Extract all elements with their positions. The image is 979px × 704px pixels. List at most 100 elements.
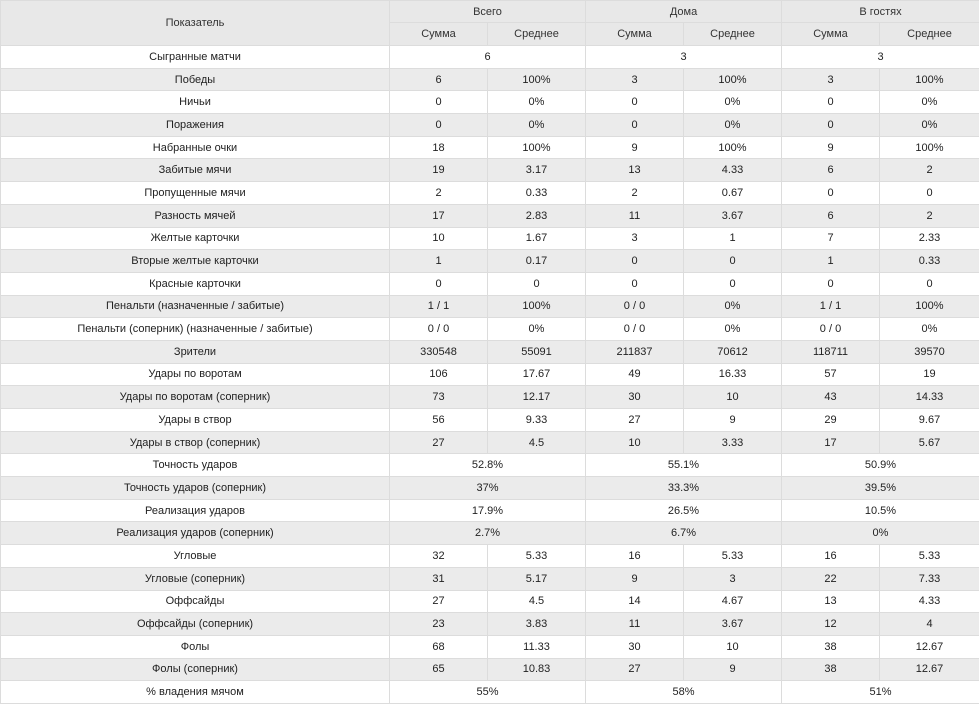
table-cell: 19 <box>389 158 488 183</box>
table-cell: 6 <box>389 45 586 69</box>
table-cell: 33.3% <box>585 476 782 500</box>
table-cell: 0 <box>781 90 880 115</box>
indicator-header: Показатель <box>0 0 390 46</box>
table-row: Забитые мячи 19 3.17 13 4.33 6 2 <box>0 158 979 183</box>
row-label: Забитые мячи <box>0 158 390 183</box>
row-label: Пенальти (назначенные / забитые) <box>0 294 390 319</box>
table-cell: 0 <box>781 181 880 205</box>
table-cell: 9.67 <box>879 408 979 432</box>
row-label: Пропущенные мячи <box>0 181 390 205</box>
table-cell: 0 <box>683 271 782 296</box>
table-cell: 9 <box>585 566 684 591</box>
table-row: Удары в створ 56 9.33 27 9 29 9.67 <box>0 408 979 432</box>
table-cell: 16 <box>585 544 684 568</box>
table-cell: 211837 <box>585 339 684 364</box>
table-cell: 2 <box>389 181 488 205</box>
sub-header-sum: Сумма <box>781 22 880 46</box>
table-cell: 2 <box>585 181 684 205</box>
table-cell: 65 <box>389 657 488 682</box>
table-cell: 37% <box>389 476 586 500</box>
table-cell: 0 <box>781 271 880 296</box>
table-cell: 55.1% <box>585 453 782 478</box>
table-cell: 56 <box>389 408 488 432</box>
table-cell: 100% <box>879 294 979 319</box>
table-row: Набранные очки 18 100% 9 100% 9 100% <box>0 135 979 160</box>
table-cell: 0 <box>585 271 684 296</box>
table-cell: 0 <box>585 113 684 137</box>
table-cell: 29 <box>781 408 880 432</box>
table-cell: 18 <box>389 135 488 160</box>
table-cell: 23 <box>389 612 488 636</box>
table-cell: 2 <box>879 158 979 183</box>
group-header-home: Дома <box>585 0 782 23</box>
table-cell: 4.67 <box>683 589 782 614</box>
table-cell: 100% <box>487 294 586 319</box>
table-cell: 9 <box>683 408 782 432</box>
table-cell: 38 <box>781 657 880 682</box>
table-cell: 30 <box>585 385 684 409</box>
table-row: Красные карточки 0 0 0 0 0 0 <box>0 271 979 296</box>
row-label: Пенальти (соперник) (назначенные / забит… <box>0 317 390 341</box>
table-cell: 3 <box>585 226 684 251</box>
table-cell: 4.33 <box>683 158 782 183</box>
group-header-away: В гостях <box>781 0 979 23</box>
table-cell: 0.33 <box>487 181 586 205</box>
table-cell: 5.33 <box>879 544 979 568</box>
table-cell: 5.67 <box>879 430 979 455</box>
table-row: Пенальти (назначенные / забитые) 1 / 1 100… <box>0 294 979 319</box>
table-row: Пропущенные мячи 2 0.33 2 0.67 0 0 <box>0 181 979 205</box>
table-cell: 100% <box>683 135 782 160</box>
sub-header-avg: Среднее <box>487 22 586 46</box>
table-cell: 26.5% <box>585 498 782 523</box>
table-cell: 0% <box>683 294 782 319</box>
table-row: Точность ударов (соперник) 37% 33.3% 39.5% <box>0 476 979 500</box>
table-cell: 2.7% <box>389 521 586 546</box>
row-label: Реализация ударов <box>0 498 390 523</box>
table-cell: 0% <box>683 90 782 115</box>
table-cell: 0 / 0 <box>389 317 488 341</box>
table-row: Фолы 68 11.33 30 10 38 12.67 <box>0 634 979 659</box>
table-cell: 100% <box>487 67 586 92</box>
table-row: Угловые 32 5.33 16 5.33 16 5.33 <box>0 544 979 568</box>
row-label: Желтые карточки <box>0 226 390 251</box>
table-cell: 55% <box>389 680 586 704</box>
table-cell: 100% <box>879 135 979 160</box>
table-row: Оффсайды (соперник) 23 3.83 11 3.67 12 4 <box>0 612 979 636</box>
table-cell: 3 <box>781 45 979 69</box>
table-cell: 2.83 <box>487 203 586 228</box>
row-label: Разность мячей <box>0 203 390 228</box>
table-cell: 330548 <box>389 339 488 364</box>
table-cell: 49 <box>585 362 684 387</box>
table-row: Победы 6 100% 3 100% 3 100% <box>0 67 979 92</box>
table-cell: 10 <box>683 385 782 409</box>
table-cell: 11 <box>585 203 684 228</box>
table-cell: 10 <box>585 430 684 455</box>
table-cell: 58% <box>585 680 782 704</box>
table-cell: 9 <box>585 135 684 160</box>
table-cell: 106 <box>389 362 488 387</box>
table-cell: 0% <box>879 317 979 341</box>
table-cell: 3 <box>683 566 782 591</box>
table-cell: 0 <box>585 90 684 115</box>
table-cell: 0.67 <box>683 181 782 205</box>
table-row: % владения мячом 55% 58% 51% <box>0 680 979 704</box>
table-cell: 0% <box>879 113 979 137</box>
table-cell: 13 <box>585 158 684 183</box>
table-cell: 6 <box>389 67 488 92</box>
table-cell: 0% <box>683 113 782 137</box>
table-cell: 68 <box>389 634 488 659</box>
table-cell: 38 <box>781 634 880 659</box>
row-label: Точность ударов (соперник) <box>0 476 390 500</box>
table-cell: 0 <box>585 249 684 273</box>
table-cell: 100% <box>487 135 586 160</box>
table-cell: 57 <box>781 362 880 387</box>
table-cell: 5.33 <box>683 544 782 568</box>
row-label: Фолы <box>0 634 390 659</box>
table-row: Реализация ударов 17.9% 26.5% 10.5% <box>0 498 979 523</box>
table-cell: 4.33 <box>879 589 979 614</box>
row-label: Угловые (соперник) <box>0 566 390 591</box>
table-row: Удары по воротам 106 17.67 49 16.33 57 19 <box>0 362 979 387</box>
table-cell: 9 <box>781 135 880 160</box>
table-cell: 3.17 <box>487 158 586 183</box>
table-cell: 3.83 <box>487 612 586 636</box>
